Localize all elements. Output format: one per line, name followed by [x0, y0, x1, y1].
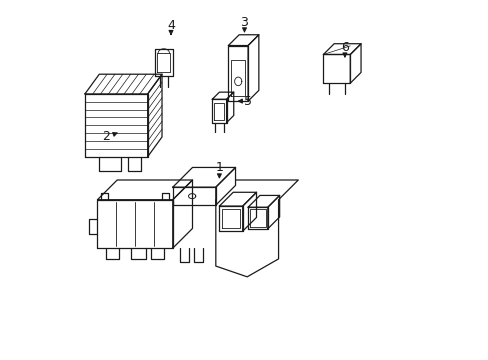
Text: 4: 4 [167, 19, 175, 32]
Text: 5: 5 [244, 95, 252, 108]
Text: 2: 2 [102, 130, 110, 144]
Text: 1: 1 [215, 161, 223, 174]
Text: 6: 6 [340, 41, 348, 54]
Text: 3: 3 [240, 16, 248, 29]
